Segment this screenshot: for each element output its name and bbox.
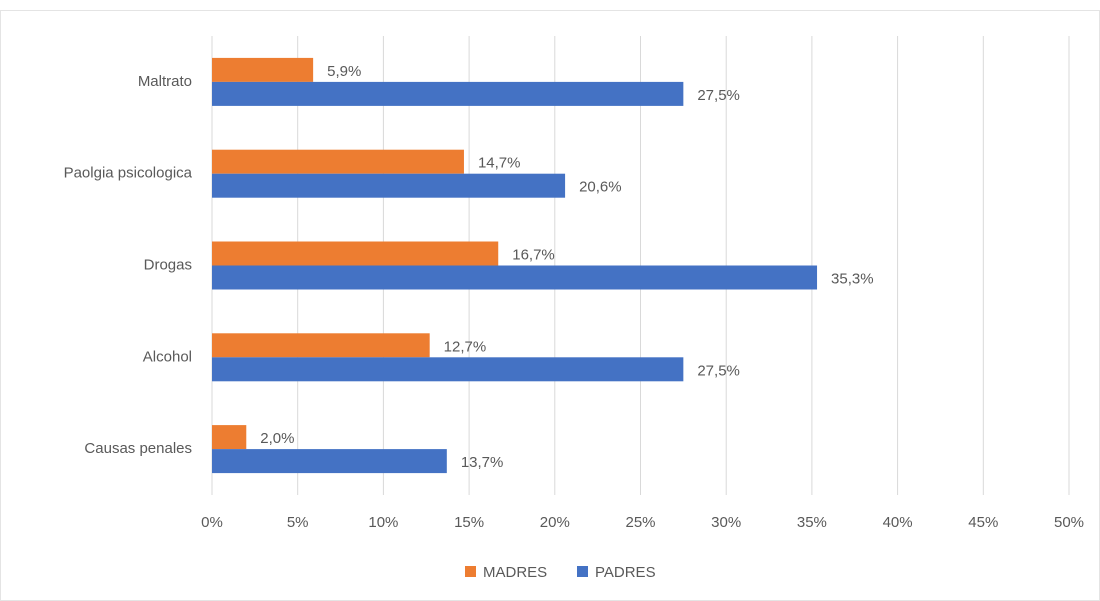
data-label: 16,7% [512,246,555,263]
y-tick-label: Alcohol [143,348,192,365]
y-tick-label: Paolgia psicologica [64,165,193,182]
data-label: 14,7% [478,155,521,172]
bar [212,357,684,382]
bar [212,241,499,266]
x-tick-label: 0% [201,514,223,531]
bar [212,173,566,198]
bar [212,265,818,290]
x-tick-label: 50% [1054,514,1084,531]
x-tick-label: 40% [883,514,913,531]
x-tick-label: 20% [540,514,570,531]
data-label: 27,5% [697,362,740,379]
data-label: 13,7% [461,454,504,471]
data-label: 5,9% [327,63,361,80]
y-tick-label: Maltrato [138,73,192,90]
x-tick-label: 45% [968,514,998,531]
legend-label: MADRES [483,564,547,581]
x-tick-label: 15% [454,514,484,531]
legend-swatch [577,566,588,577]
x-tick-label: 30% [711,514,741,531]
data-label: 20,6% [579,179,622,196]
data-label: 27,5% [697,87,740,104]
x-tick-label: 5% [287,514,309,531]
chart-frame [0,10,1100,601]
bar [212,449,447,474]
bar [212,333,430,358]
y-tick-label: Drogas [144,256,192,273]
bar [212,81,684,106]
legend-label: PADRES [595,564,656,581]
bar [212,149,464,174]
x-tick-label: 10% [368,514,398,531]
data-label: 2,0% [260,430,294,447]
x-tick-label: 25% [625,514,655,531]
x-tick-label: 35% [797,514,827,531]
bar [212,57,314,82]
legend-swatch [465,566,476,577]
data-label: 12,7% [444,338,487,355]
y-tick-label: Causas penales [84,440,192,457]
data-label: 35,3% [831,270,874,287]
bar [212,425,247,450]
